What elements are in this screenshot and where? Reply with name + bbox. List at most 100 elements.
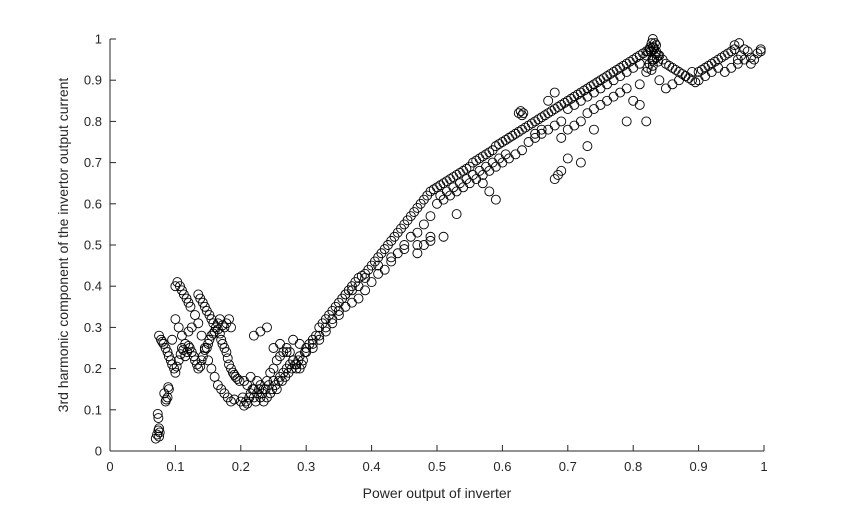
scatter-point [152,408,163,419]
scatter-point [152,429,163,440]
scatter-point [642,62,653,73]
scatter-point [575,116,586,127]
scatter-point [356,270,367,281]
scatter-point [199,343,210,353]
y-ticks: 0 0.1 0.2 0.3 0.4 0.5 0.6 0.7 0.8 0.9 1 [84,32,116,459]
scatter-point [196,330,207,341]
scatter-point [216,334,227,345]
scatter-point [193,363,204,374]
scatter-point [412,248,423,259]
scatter-point [621,83,632,94]
scatter-point [651,52,662,63]
scatter-point [745,58,756,69]
scatter-point [399,244,410,255]
x-tick-label: 0.2 [232,459,250,474]
scatter-point [221,347,232,358]
x-axis-label: Power output of inverter [363,485,512,501]
scatter-point [226,396,236,407]
x-tick-label: 0 [106,459,113,474]
scatter-point [634,58,645,69]
y-tick-label: 0.3 [84,320,102,335]
scatter-point [209,371,220,382]
scatter-point [575,157,586,168]
scatter-point [425,235,436,246]
scatter-point [360,273,371,283]
scatter-point [425,231,436,242]
y-tick-label: 0.4 [84,279,102,294]
scatter-point [726,46,737,57]
scatter-point [687,67,698,77]
scatter-point [647,60,658,71]
scatter-point [484,147,495,158]
scatter-point [258,384,269,395]
x-tick-label: 0.9 [690,459,708,474]
scatter-point [183,340,194,351]
scatter-point [649,38,660,49]
scatter-point [185,301,196,312]
scatter-point [556,132,567,143]
scatter-point [314,330,325,341]
scatter-point [161,394,172,405]
scatter-point [307,343,318,353]
scatter-point [262,322,272,333]
scatter-point [742,46,753,57]
scatter-point [268,363,279,374]
scatter-point [154,431,165,442]
scatter-point [641,116,652,127]
scatter-point [515,106,526,117]
y-tick-label: 0.9 [84,73,102,88]
x-tick-label: 0.7 [559,459,577,474]
x-tick-label: 1 [760,459,767,474]
scatter-point [171,361,182,372]
scatter-point [438,231,449,242]
scatter-point [196,355,207,366]
scatter-point [165,355,176,366]
x-tick-label: 0.4 [363,459,381,474]
scatter-point [353,293,364,304]
scatter-point [162,347,173,358]
scatter-point [641,67,652,77]
scatter-point [203,355,214,366]
x-tick-label: 0.8 [624,459,642,474]
scatter-point [651,40,662,51]
scatter-point [536,124,547,135]
scatter-point [418,219,429,230]
scatter-point [582,141,593,152]
scatter-point [294,363,305,374]
scatter-point [153,413,164,423]
scatter-point [589,124,599,135]
scatter-point [327,314,338,325]
scatter-point [386,256,397,267]
scatter-point [222,353,233,364]
x-tick-label: 0.1 [166,459,184,474]
scatter-point [180,338,191,349]
x-tick-label: 0.6 [493,459,511,474]
scatter-point [209,326,220,337]
scatter-point [654,75,665,86]
scatter-point [562,153,573,164]
scatter-point [154,427,165,438]
scatter-point [739,44,750,55]
scatter-point [556,116,567,127]
scatter-point [647,54,658,65]
scatter-point [518,108,529,119]
scatter-point [484,186,495,197]
scatter-point [543,95,554,106]
scatter-point [634,79,645,90]
y-tick-label: 0 [95,444,102,459]
scatter-point [170,314,181,325]
scatter-point [281,347,292,358]
scatter-point [556,165,567,176]
scatter-point [320,322,331,333]
scatter-point [451,209,462,220]
scatter-point [412,227,423,238]
scatter-point [232,373,243,384]
scatter-point [262,376,272,386]
scatter-point [195,361,206,372]
scatter-point [755,46,766,57]
scatter-point [517,110,527,121]
scatter-point [173,322,184,333]
scatter-point [275,338,285,349]
scatter-point [169,363,180,374]
